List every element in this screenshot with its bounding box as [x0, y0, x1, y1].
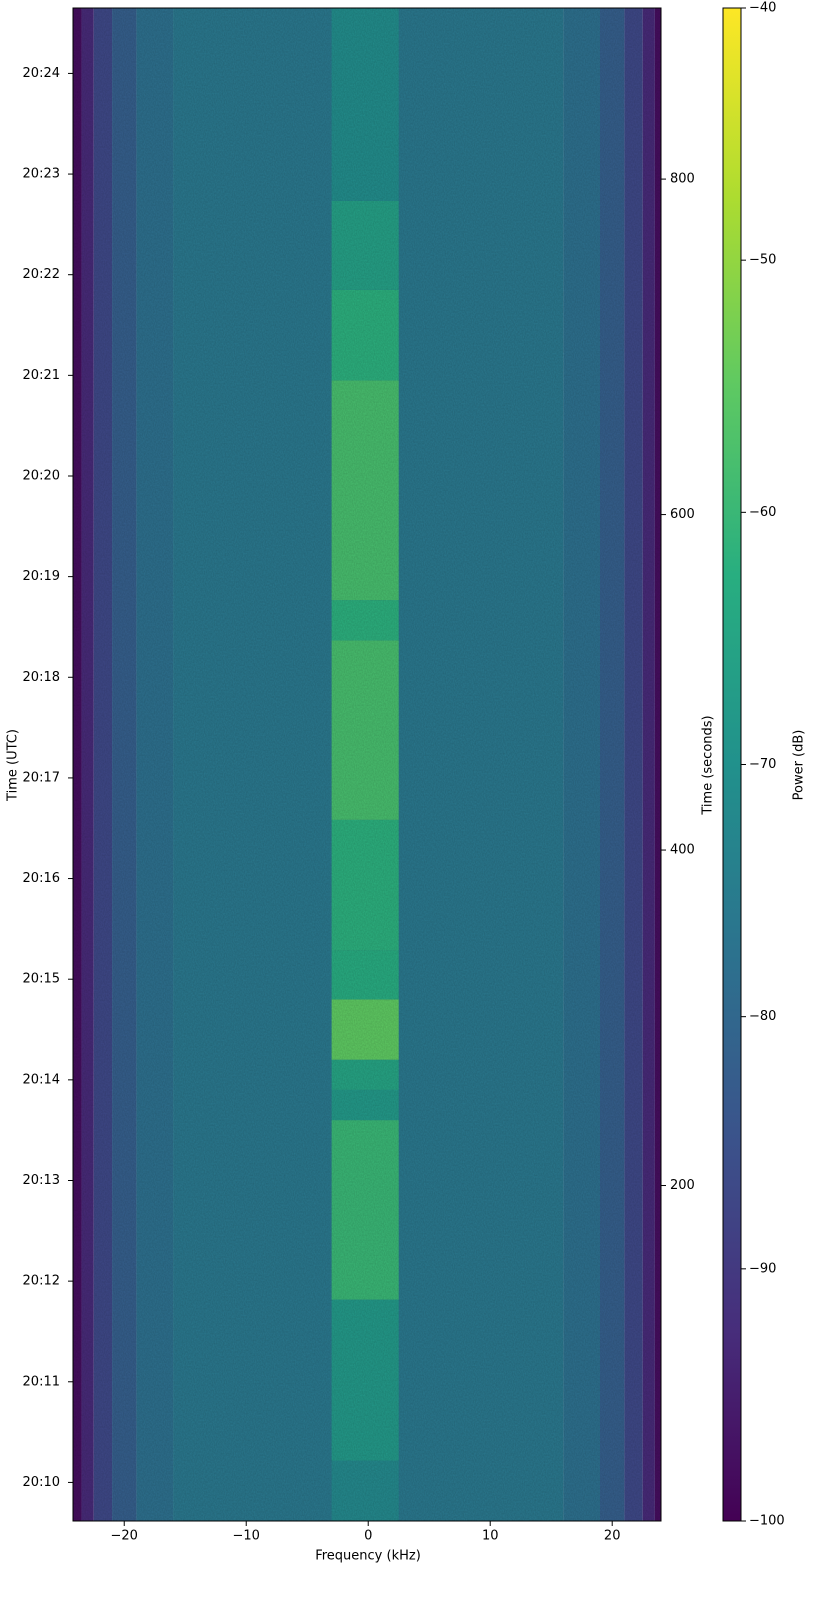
y-tick-label: 20:18 — [23, 670, 60, 685]
y-tick-label: 20:11 — [23, 1374, 60, 1389]
y2-tick-label: 400 — [670, 843, 695, 858]
colorbar — [722, 7, 742, 1522]
y-tick-label: 20:23 — [23, 167, 60, 182]
y2-tick-label: 800 — [670, 172, 695, 187]
y2-axis-label: Time (seconds) — [701, 715, 716, 815]
y2-tick-label: 600 — [670, 507, 695, 522]
colorbar-tick-label: −60 — [749, 505, 776, 520]
x-tick-label: 10 — [482, 1529, 499, 1544]
y-tick-label: 20:20 — [23, 468, 60, 483]
colorbar-tick-label: −50 — [749, 253, 776, 268]
x-axis-label: Frequency (kHz) — [315, 1549, 421, 1564]
y2-tick-label: 200 — [670, 1178, 695, 1193]
y-tick-label: 20:10 — [23, 1475, 60, 1490]
noise-texture — [73, 8, 661, 1521]
x-tick-label: 20 — [604, 1529, 621, 1544]
colorbar-tick-label: −100 — [749, 1514, 785, 1529]
plot-frame — [72, 7, 662, 1522]
y-tick-label: 20:15 — [23, 972, 60, 987]
y-tick-label: 20:12 — [23, 1274, 60, 1289]
colorbar-label: Power (dB) — [792, 730, 807, 801]
y-tick-label: 20:13 — [23, 1173, 60, 1188]
x-tick-label: 0 — [364, 1529, 372, 1544]
x-tick-label: −20 — [111, 1529, 138, 1544]
y-tick-label: 20:21 — [23, 368, 60, 383]
x-tick-label: −10 — [233, 1529, 260, 1544]
y-tick-label: 20:19 — [23, 569, 60, 584]
colorbar-tick-label: −70 — [749, 757, 776, 772]
y-tick-label: 20:24 — [23, 66, 60, 81]
y-axis-label: Time (UTC) — [6, 729, 21, 802]
y-tick-label: 20:17 — [23, 770, 60, 785]
y-tick-label: 20:14 — [23, 1072, 60, 1087]
colorbar-tick-label: −40 — [749, 1, 776, 16]
colorbar-tick-label: −80 — [749, 1009, 776, 1024]
y-tick-label: 20:16 — [23, 871, 60, 886]
y-tick-label: 20:22 — [23, 267, 60, 282]
colorbar-tick-label: −90 — [749, 1261, 776, 1276]
